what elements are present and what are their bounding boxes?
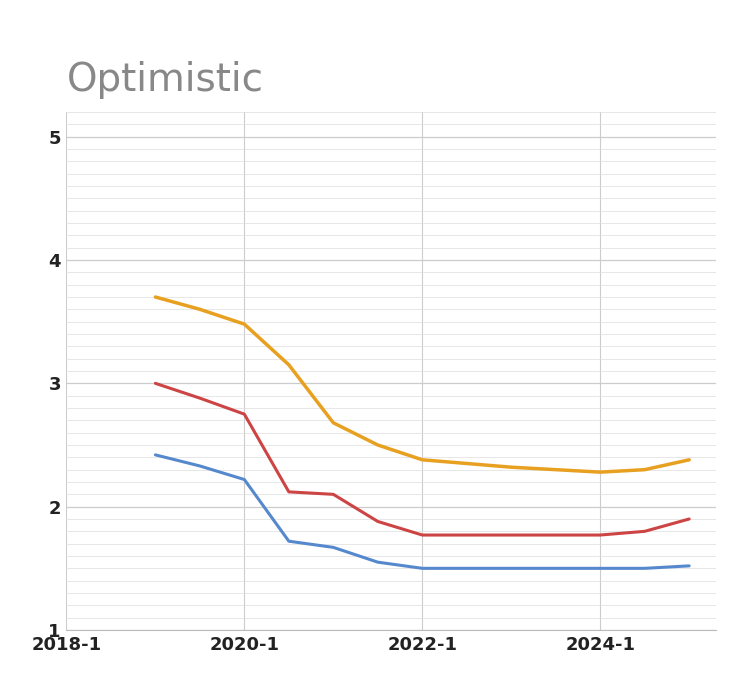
Text: Optimistic: Optimistic: [66, 61, 263, 99]
